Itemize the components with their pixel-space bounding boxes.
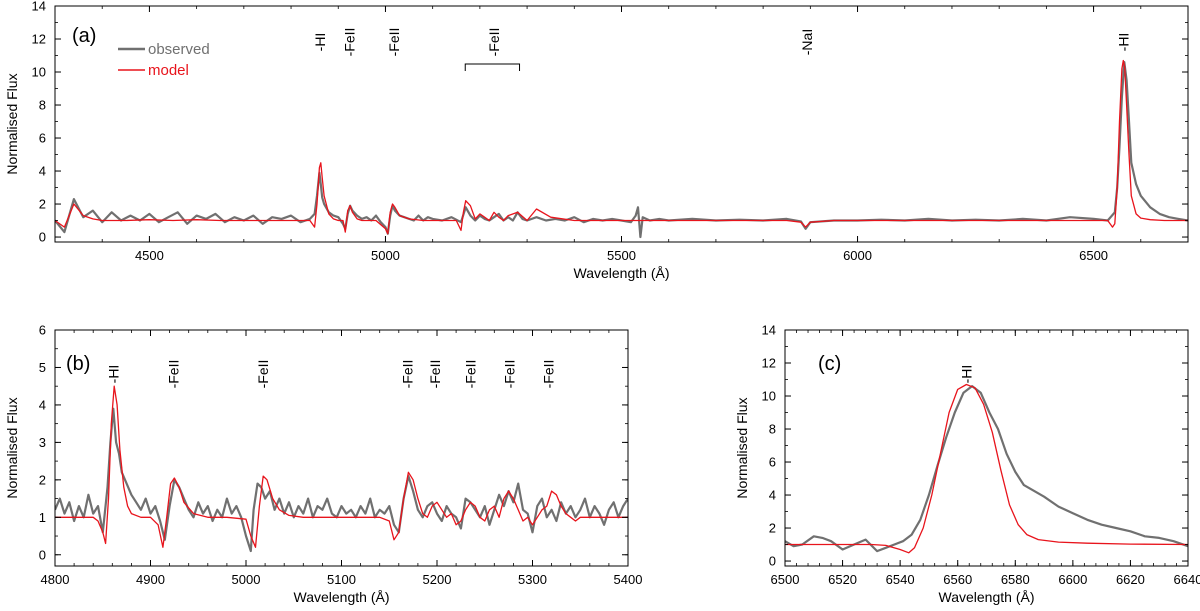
panel-b: (b) Wavelength (Å) Normalised Flux 4800 4… [4, 323, 642, 606]
panel-b-y-tick-label: 2 [39, 472, 46, 487]
panel-a-y-tick-label: 4 [39, 164, 46, 179]
panel-c-x-tick-label: 6500 [771, 572, 800, 587]
panel-a-series-model [55, 59, 1188, 235]
panel-a-y-tick-label: 10 [32, 65, 46, 80]
panel-c-y-tick-label: 10 [762, 389, 776, 404]
panel-a-x-tick-label: 5500 [607, 248, 636, 263]
panel-b-y-tick-label: 3 [39, 435, 46, 450]
panel-a-line-id-label: -FeII [486, 28, 502, 57]
panel-c-label: (c) [818, 353, 841, 375]
panel-b-line-id-label: -FeII [255, 360, 271, 389]
panel-c-y-tick-label: 8 [769, 422, 776, 437]
panel-b-x-tick-label: 5000 [232, 572, 261, 587]
panel-b-label: (b) [66, 353, 90, 375]
legend: observed model [118, 41, 210, 79]
panel-c-x-axis-title: Wavelength (Å) [939, 589, 1035, 605]
panel-c-line-id-label: -HI [958, 365, 974, 384]
panel-c: (c) Wavelength (Å) Normalised Flux 6500 6… [734, 323, 1200, 606]
panel-b-x-tick-label: 5400 [614, 572, 643, 587]
panel-a-series-observed [55, 60, 1188, 239]
panel-a-line-id-label: -NaI [799, 29, 815, 55]
panel-a-line-id-label: -FeII [386, 28, 402, 57]
panel-b-y-axis-title: Normalised Flux [4, 397, 20, 498]
panel-c-plot-area [785, 383, 1188, 554]
panel-c-x-tick-label: 6620 [1116, 572, 1145, 587]
panel-a-label: (a) [72, 25, 96, 47]
panel-c-y-tick-label: 2 [769, 521, 776, 536]
panel-a-x-axis-title: Wavelength (Å) [574, 265, 670, 281]
panel-a-y-tick-label: 2 [39, 197, 46, 212]
panel-a-plot-area [55, 59, 1188, 239]
panel-a-x-tick-label: 5000 [371, 248, 400, 263]
panel-b-series-observed [55, 407, 628, 553]
legend-model-label: model [148, 62, 189, 79]
panel-c-x-tick-label: 6540 [886, 572, 915, 587]
panel-b-y-tick-label: 5 [39, 360, 46, 375]
panel-a-line-id-label: -FeII [342, 28, 358, 57]
panel-b-y-tick-label: 1 [39, 510, 46, 525]
panel-a-y-tick-label: 6 [39, 131, 46, 146]
panel-c-x-tick-label: 6560 [943, 572, 972, 587]
panel-b-x-tick-label: 4800 [41, 572, 70, 587]
panel-c-y-tick-label: 6 [769, 455, 776, 470]
panel-b-line-id-label: -FeII [165, 360, 181, 389]
panel-b-line-id-label: -HI [105, 365, 121, 384]
panel-c-frame [784, 329, 1189, 567]
panel-c-y-tick-label: 0 [769, 554, 776, 569]
panel-b-series-model [55, 385, 628, 548]
panel-c-x-tick-label: 6600 [1058, 572, 1087, 587]
panel-a-x-tick-label: 6500 [1079, 248, 1108, 263]
panel-a-line-id-bracket [464, 63, 521, 71]
panel-b-x-tick-label: 4900 [136, 572, 165, 587]
panel-a-y-tick-label: 12 [32, 32, 46, 47]
panel-b-line-id-label: -FeII [427, 360, 443, 389]
panel-a-line-id-label: -HI [312, 33, 328, 52]
panel-b-line-id-label: -FeII [462, 360, 478, 389]
panel-b-plot-area [55, 385, 628, 553]
panel-b-line-id-label: -FeII [502, 360, 518, 389]
panel-a-y-tick-label: 14 [32, 0, 46, 14]
panel-c-y-tick-label: 14 [762, 323, 776, 338]
panel-c-y-axis-title: Normalised Flux [734, 397, 750, 498]
panel-b-line-id-label: -FeII [399, 360, 415, 389]
panel-c-x-tick-label: 6580 [1001, 572, 1030, 587]
panel-a-frame [54, 5, 1189, 243]
panel-a-y-tick-label: 0 [39, 230, 46, 245]
panel-b-x-tick-label: 5100 [327, 572, 356, 587]
panel-a-x-tick-label: 6000 [843, 248, 872, 263]
legend-observed-label: observed [148, 41, 210, 58]
panel-a-y-axis-title: Normalised Flux [4, 73, 20, 174]
panel-c-y-tick-label: 4 [769, 488, 776, 503]
panel-b-x-tick-label: 5200 [423, 572, 452, 587]
panel-b-y-tick-label: 6 [39, 323, 46, 338]
panel-a-line-id-label: -HI [1115, 33, 1131, 52]
panel-a: (a) Wavelength (Å) Normalised Flux 4500 5… [4, 0, 1189, 281]
panel-b-x-tick-label: 5300 [518, 572, 547, 587]
panel-c-series-model [785, 383, 1188, 554]
panel-b-y-tick-label: 0 [39, 547, 46, 562]
panel-b-line-id-label: -FeII [541, 360, 557, 389]
panel-b-y-tick-label: 4 [39, 397, 46, 412]
panel-c-x-tick-label: 6640 [1174, 572, 1200, 587]
panel-a-y-tick-label: 8 [39, 98, 46, 113]
panel-c-series-observed [785, 385, 1188, 553]
panel-c-x-tick-label: 6520 [828, 572, 857, 587]
panel-a-x-tick-label: 4500 [135, 248, 164, 263]
panel-c-y-tick-label: 12 [762, 356, 776, 371]
panel-b-x-axis-title: Wavelength (Å) [294, 589, 390, 605]
